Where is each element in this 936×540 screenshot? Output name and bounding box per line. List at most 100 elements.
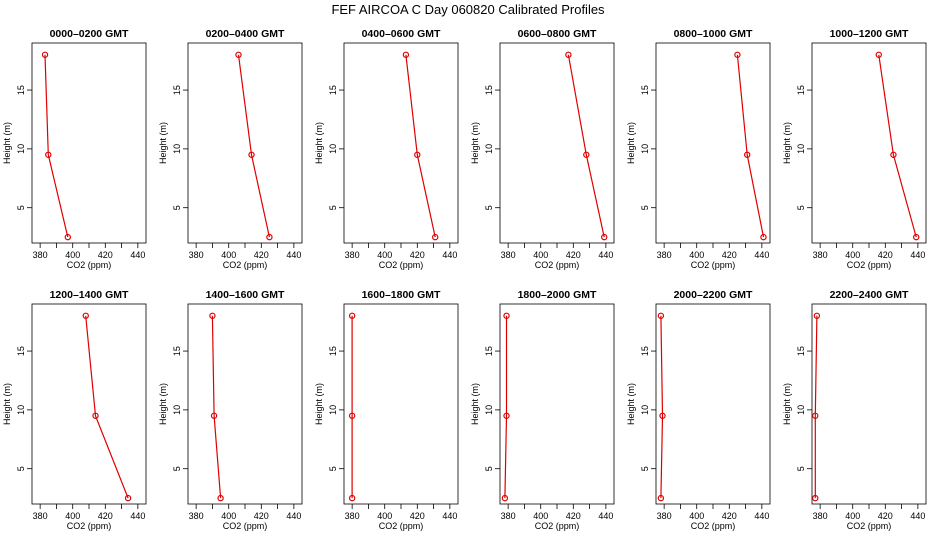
y-tick-label: 10 xyxy=(484,144,494,154)
x-tick-label: 400 xyxy=(65,511,80,521)
data-point xyxy=(348,412,356,419)
y-axis-label: Height (m) xyxy=(2,122,12,164)
panel-title: 0000–0200 GMT xyxy=(50,28,129,40)
profile-line xyxy=(736,54,765,238)
y-tick-label: 5 xyxy=(16,466,26,471)
panel-8: 1400–1600 GMT 380 400 420 440 CO2 (ppm) 5 10 15 H… xyxy=(158,289,303,531)
x-axis-label: CO2 (ppm) xyxy=(535,521,580,531)
y-tick-label: 5 xyxy=(172,205,182,210)
x-tick-label: 440 xyxy=(754,250,769,260)
data-point xyxy=(812,494,819,502)
data-point xyxy=(503,412,510,419)
data-point xyxy=(124,494,132,502)
y-tick-label: 10 xyxy=(172,144,182,154)
y-tick-label: 10 xyxy=(484,405,494,415)
x-axis-label: CO2 (ppm) xyxy=(379,521,424,531)
x-tick-label: 420 xyxy=(254,250,269,260)
x-tick-label: 400 xyxy=(533,250,548,260)
data-point xyxy=(210,412,218,419)
profile-line xyxy=(405,54,436,238)
y-axis-label: Height (m) xyxy=(2,383,12,425)
x-tick-label: 420 xyxy=(878,250,893,260)
data-point xyxy=(414,151,421,158)
data-point xyxy=(432,233,439,241)
y-tick-label: 10 xyxy=(796,405,806,415)
y-tick-label: 5 xyxy=(640,205,650,210)
x-tick-label: 440 xyxy=(598,250,613,260)
data-point xyxy=(209,312,216,319)
x-tick-label: 440 xyxy=(286,511,301,521)
profile-line xyxy=(567,54,605,238)
plot-frame xyxy=(811,303,927,505)
y-tick-label: 10 xyxy=(172,405,182,415)
x-tick-label: 400 xyxy=(221,511,236,521)
data-point xyxy=(812,412,819,419)
data-point xyxy=(41,51,49,58)
x-tick-label: 420 xyxy=(722,511,737,521)
data-point xyxy=(82,312,89,319)
x-tick-label: 400 xyxy=(221,250,236,260)
x-axis-label: CO2 (ppm) xyxy=(691,521,736,531)
y-tick-label: 15 xyxy=(328,346,338,356)
y-axis-label: Height (m) xyxy=(626,383,636,425)
x-tick-label: 380 xyxy=(657,250,672,260)
y-tick-label: 15 xyxy=(640,85,650,95)
data-point xyxy=(64,233,72,241)
profile-line xyxy=(211,315,222,499)
panel-title: 1000–1200 GMT xyxy=(830,28,909,40)
data-point xyxy=(659,412,666,419)
x-tick-label: 440 xyxy=(130,511,145,521)
x-tick-label: 420 xyxy=(98,511,113,521)
panel-title: 0800–1000 GMT xyxy=(674,28,753,40)
x-tick-label: 400 xyxy=(845,511,860,521)
panel-6: 1000–1200 GMT 380 400 420 440 CO2 (ppm) 5 10 15 H… xyxy=(782,28,927,270)
y-axis-label: Height (m) xyxy=(470,122,480,164)
x-tick-label: 420 xyxy=(410,250,425,260)
profile-line xyxy=(85,315,129,499)
panel-9: 1600–1800 GMT 380 400 420 440 CO2 (ppm) 5 10 15 H… xyxy=(314,289,459,531)
plot-frame xyxy=(343,42,459,244)
x-tick-label: 400 xyxy=(377,511,392,521)
x-tick-label: 440 xyxy=(286,250,301,260)
plot-frame xyxy=(31,42,147,244)
x-tick-label: 380 xyxy=(657,511,672,521)
x-tick-label: 380 xyxy=(189,511,204,521)
data-point xyxy=(248,151,255,158)
data-point xyxy=(601,233,608,241)
y-tick-label: 5 xyxy=(172,466,182,471)
y-tick-label: 15 xyxy=(484,85,494,95)
y-tick-label: 10 xyxy=(16,405,26,415)
x-tick-label: 420 xyxy=(722,250,737,260)
y-tick-label: 15 xyxy=(484,346,494,356)
y-axis-label: Height (m) xyxy=(782,383,792,425)
data-point xyxy=(657,494,665,502)
data-point xyxy=(913,233,920,241)
x-axis-label: CO2 (ppm) xyxy=(847,260,892,270)
x-tick-label: 440 xyxy=(442,250,457,260)
panel-4: 0600–0800 GMT 380 400 420 440 CO2 (ppm) 5 10 15 H… xyxy=(470,28,615,270)
y-tick-label: 5 xyxy=(16,205,26,210)
y-tick-label: 5 xyxy=(796,466,806,471)
y-tick-label: 10 xyxy=(640,144,650,154)
y-axis-label: Height (m) xyxy=(158,383,168,425)
profile-line xyxy=(878,54,917,238)
panel-12: 2200–2400 GMT 380 400 420 440 CO2 (ppm) 5 10 15 H… xyxy=(782,289,927,531)
profile-line xyxy=(44,54,69,238)
x-tick-label: 400 xyxy=(845,250,860,260)
data-point xyxy=(45,151,52,158)
panel-3: 0400–0600 GMT 380 400 420 440 CO2 (ppm) 5 10 15 H… xyxy=(314,28,459,270)
x-tick-label: 380 xyxy=(345,511,360,521)
panel-1: 0000–0200 GMT 380 400 420 440 CO2 (ppm) 5 10 15 H… xyxy=(2,28,147,270)
profile-line xyxy=(237,54,270,238)
x-tick-label: 400 xyxy=(377,250,392,260)
y-tick-label: 5 xyxy=(640,466,650,471)
panel-title: 1200–1400 GMT xyxy=(50,289,129,301)
x-tick-label: 400 xyxy=(689,250,704,260)
panel-7: 1200–1400 GMT 380 400 420 440 CO2 (ppm) 5 10 15 H… xyxy=(2,289,147,531)
data-point xyxy=(235,51,242,58)
x-axis-label: CO2 (ppm) xyxy=(223,260,268,270)
x-tick-label: 380 xyxy=(33,511,48,521)
x-tick-label: 380 xyxy=(501,250,516,260)
panel-10: 1800–2000 GMT 380 400 420 440 CO2 (ppm) 5 10 15 H… xyxy=(470,289,615,531)
